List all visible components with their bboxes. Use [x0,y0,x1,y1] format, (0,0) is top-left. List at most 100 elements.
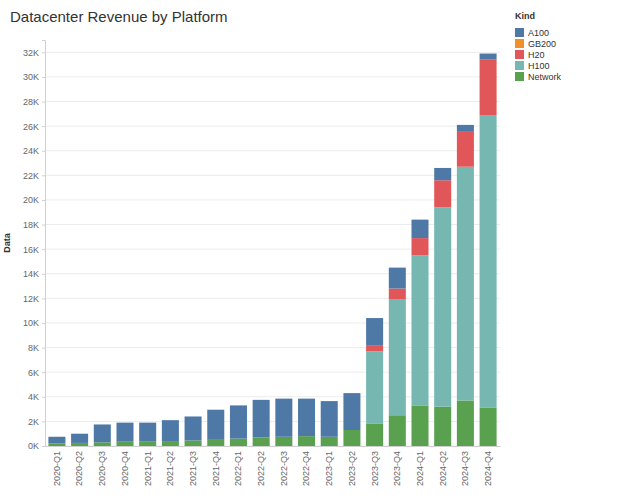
y-axis-line [42,41,46,447]
legend-label: H20 [528,50,545,60]
y-tick-mark [42,298,45,299]
bar-segment [298,399,315,437]
bar-segment [480,115,497,408]
bar-segment [207,410,224,440]
legend-swatch [515,39,524,48]
y-tick-mark [42,348,45,349]
x-tick: 2023-Q3 [369,451,379,486]
y-axis-title: Data [2,232,12,253]
grid [45,52,500,446]
y-axis: 0K2K4K6K8K10K12K14K16K18K20K22K24K26K28K… [23,41,46,452]
x-tick-label: 2022-Q4 [301,451,311,486]
bar-segment [94,424,111,442]
y-tick-mark [42,446,45,447]
bar-segment [185,440,202,446]
y-tick-mark [42,52,45,53]
legend-swatch [515,72,524,81]
y-tick-label: 28K [23,97,39,107]
bar-segment [116,423,133,442]
bar-segment [389,415,406,446]
grid-line [45,396,500,397]
y-tick: 6K [28,368,45,378]
bar-segment [343,393,360,430]
bar-segment [48,444,65,446]
x-tick: 2020-Q2 [74,451,84,486]
y-tick-label: 0K [28,441,39,451]
x-tick-label: 2024-Q3 [460,451,470,486]
y-tick-label: 8K [28,343,39,353]
y-tick-mark [42,274,45,275]
legend-item: H100 [515,61,550,71]
bar-segment [457,400,474,446]
y-tick: 8K [28,343,45,353]
bar-segment [389,268,406,289]
x-tick-label: 2023-Q1 [324,451,334,486]
y-tick: 24K [23,146,45,156]
x-tick-label: 2024-Q2 [438,451,448,486]
bar-segment [139,423,156,442]
legend-item: A100 [515,28,549,38]
bar-segment [185,416,202,440]
y-tick-mark [42,397,45,398]
x-tick-label: 2021-Q3 [188,451,198,486]
bar-segment [457,131,474,167]
y-tick: 16K [23,245,45,255]
grid-line [45,52,500,53]
bar-segment [411,405,428,446]
grid-line [45,372,500,373]
grid-line [45,199,500,200]
x-tick-label: 2020-Q4 [120,451,130,486]
y-tick-label: 24K [23,146,39,156]
bar-segment [389,289,406,300]
bar-segment [434,180,451,207]
grid-line [45,101,500,102]
bar-segment [343,430,360,446]
grid-line [45,421,500,422]
bar-segment [457,125,474,131]
y-tick-label: 32K [23,48,39,58]
y-tick-mark [42,175,45,176]
x-tick: 2021-Q1 [143,451,153,486]
bar-segment [480,54,497,60]
x-tick-label: 2024-Q1 [415,451,425,486]
x-tick: 2024-Q4 [483,451,493,486]
y-tick: 22K [23,171,45,181]
bar-segment [230,405,247,438]
grid-line [45,273,500,274]
chart-title: Datacenter Revenue by Platform [10,8,228,25]
y-tick: 12K [23,294,45,304]
bar-segment [275,437,292,446]
bar-segment [366,351,383,424]
y-tick: 26K [23,122,45,132]
legend-swatch [515,28,524,37]
y-tick-mark [42,126,45,127]
grid-line [45,76,500,77]
y-tick-label: 16K [23,245,39,255]
grid-line [45,150,500,151]
y-tick-mark [42,151,45,152]
y-tick-mark [42,323,45,324]
grid-line [45,175,500,176]
y-tick-mark [42,372,45,373]
y-tick-label: 30K [23,72,39,82]
x-axis: 2020-Q12020-Q22020-Q32020-Q42021-Q12021-… [46,447,501,487]
bars [48,54,496,446]
x-tick: 2024-Q1 [415,451,425,486]
bar-segment [389,300,406,416]
x-tick-label: 2020-Q3 [97,451,107,486]
legend-swatch [515,50,524,59]
y-tick-mark [42,421,45,422]
grid-line [45,126,500,127]
y-tick: 32K [23,48,45,58]
bar-segment [457,167,474,401]
bar-segment [253,437,270,446]
x-tick: 2021-Q4 [211,451,221,486]
y-tick: 28K [23,97,45,107]
legend-item: GB200 [515,39,556,49]
x-tick-label: 2021-Q2 [165,451,175,486]
y-tick-label: 2K [28,417,39,427]
x-tick: 2021-Q3 [188,451,198,486]
legend-swatch [515,61,524,70]
legend-label: A100 [528,28,549,38]
x-tick: 2024-Q3 [460,451,470,486]
